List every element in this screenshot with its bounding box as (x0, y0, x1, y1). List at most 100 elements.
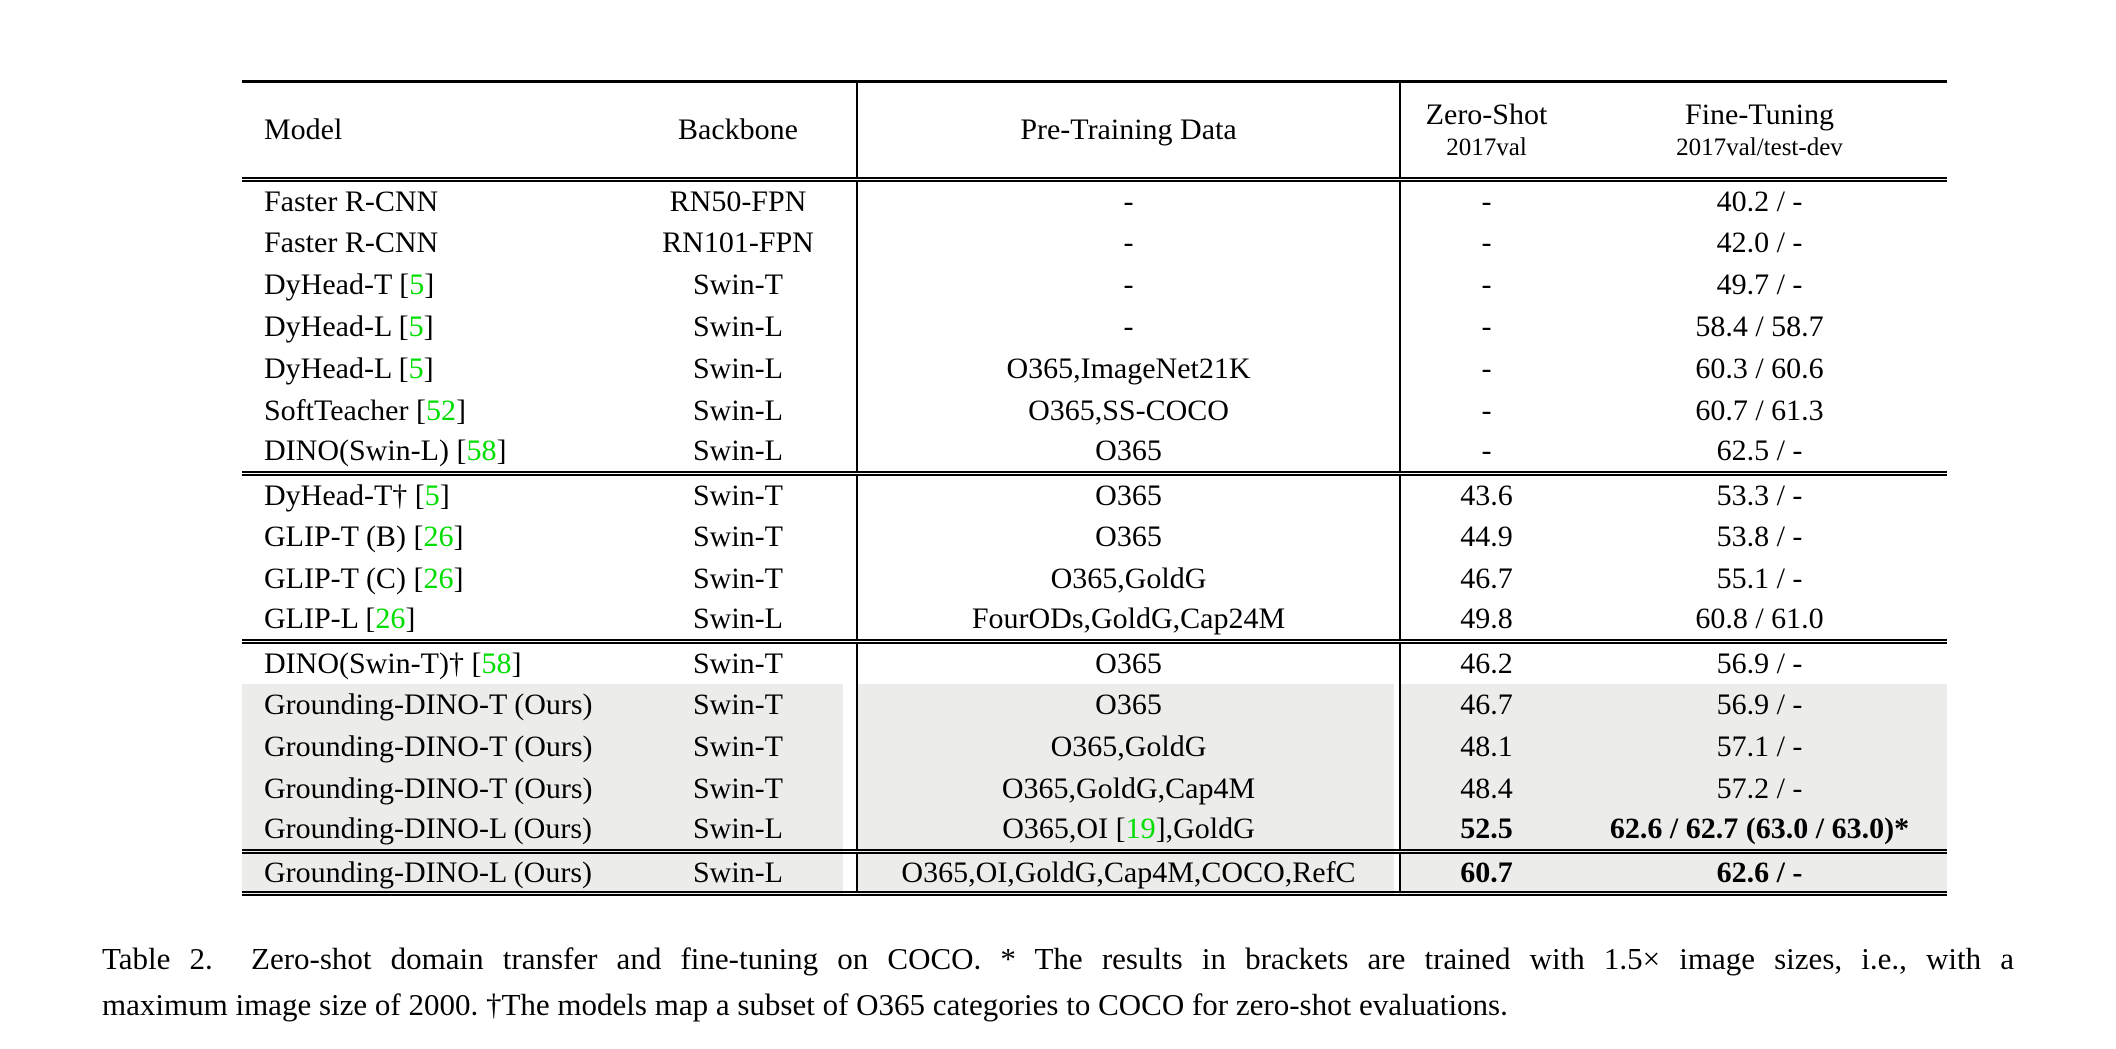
model-cell: DyHead-T [5] (264, 267, 435, 301)
table-row: GLIP-T (B) [26] Swin-T O365 44.9 53.8 / - (242, 515, 1947, 558)
backbone-cell: Swin-T (620, 263, 858, 306)
citation-ref[interactable]: 5 (409, 267, 425, 301)
fine-tuning-value-cell: 60.7 / 61.3 (1695, 393, 1824, 427)
backbone-cell: Swin-T (620, 473, 858, 516)
pretraining-data-cell: O365 (857, 515, 1401, 558)
pretraining-data-cell: O365,OI,GoldG,Cap4M,COCO,RefC (857, 851, 1401, 894)
fine-tuning-value-cell: 62.6 / - (1572, 851, 1947, 894)
pretraining-data-cell: - (857, 263, 1401, 306)
pretraining-data-cell: O365,SS-COCO (857, 389, 1401, 432)
model-cell: DyHead-L [5] (264, 351, 434, 385)
zero-shot-value-cell: - (1481, 267, 1492, 301)
col-header-model-label: Model (264, 113, 343, 146)
citation-ref[interactable]: 5 (408, 351, 424, 385)
col-header-fine-tuning-label: Fine-Tuning (1685, 98, 1834, 131)
citation-ref[interactable]: 58 (481, 646, 512, 680)
backbone-cell: Swin-L (620, 851, 858, 894)
backbone-cell: Swin-T (620, 767, 858, 810)
table-row: Grounding-DINO-L (Ours) Swin-L O365,OI,Gol… (242, 851, 1947, 894)
table-row: Grounding-DINO-T (Ours) Swin-T O365,GoldG 4… (242, 725, 1947, 768)
backbone-cell: RN101-FPN (620, 221, 858, 264)
model-cell: Grounding-DINO-L (Ours) (242, 851, 620, 894)
zero-shot-value-cell: - (1481, 184, 1492, 218)
table-row: Grounding-DINO-T (Ours) Swin-T O365 46.7 56.… (242, 683, 1947, 726)
model-cell: Grounding-DINO-T (Ours) (242, 767, 620, 810)
zero-shot-value-cell: 46.7 (1400, 683, 1572, 726)
backbone-cell: Swin-T (620, 515, 858, 558)
pretraining-data-cell: - (857, 305, 1401, 348)
fine-tuning-value-cell: 58.4 / 58.7 (1695, 309, 1824, 343)
col-header-zero-shot-label: Zero-Shot (1425, 98, 1548, 131)
table-row: DINO(Swin-L) [58] Swin-L O365 - 62.5 / - (242, 431, 1947, 474)
col-header-pretraining-data: Pre-Training Data (857, 81, 1401, 180)
model-cell: DyHead-L [5] (264, 309, 434, 343)
zero-shot-value-cell: 48.1 (1400, 725, 1572, 768)
pretraining-data-cell: O365,GoldG (857, 725, 1401, 768)
table-group-grounding-dino: DINO(Swin-T)† [58] Swin-T O365 46.2 56.9 / -… (242, 641, 1947, 852)
fine-tuning-value-cell: 42.0 / - (1716, 225, 1803, 259)
citation-ref[interactable]: 19 (1125, 812, 1156, 846)
col-header-backbone: Backbone (620, 81, 858, 180)
table-row: DINO(Swin-T)† [58] Swin-T O365 46.2 56.9 / - (242, 641, 1947, 684)
pretraining-data-cell: O365,OI [19],GoldG (857, 809, 1401, 852)
fine-tuning-value-cell: 49.7 / - (1716, 267, 1803, 301)
backbone-cell: Swin-T (620, 641, 858, 684)
model-cell: Grounding-DINO-L (Ours) (242, 809, 620, 852)
backbone-cell: Swin-L (620, 431, 858, 474)
table-row: Grounding-DINO-T (Ours) Swin-T O365,GoldG,… (242, 767, 1947, 810)
backbone-cell: Swin-T (620, 683, 858, 726)
model-cell: Faster R-CNN (264, 225, 439, 259)
zero-shot-value-cell: 49.8 (1460, 602, 1513, 636)
zero-shot-value-cell: - (1481, 309, 1492, 343)
table-row: GLIP-L [26] Swin-L FourODs,GoldG,Cap24M 49.… (242, 599, 1947, 642)
model-cell: DINO(Swin-L) [58] (264, 434, 507, 468)
zero-shot-value-cell: - (1481, 225, 1492, 259)
pretraining-data-cell: O365 (857, 683, 1401, 726)
pretraining-data-cell: O365 (857, 431, 1401, 474)
table-row: SoftTeacher [52] Swin-L O365,SS-COCO - 60.7 … (242, 389, 1947, 432)
col-header-pretraining-label: Pre-Training Data (1020, 113, 1237, 146)
citation-ref[interactable]: 26 (375, 602, 406, 636)
zero-shot-value-cell: 43.6 (1460, 478, 1513, 512)
col-header-backbone-label: Backbone (678, 113, 798, 146)
zero-shot-value-cell: 48.4 (1400, 767, 1572, 810)
model-cell: GLIP-T (C) [26] (264, 561, 464, 595)
fine-tuning-value-cell: 57.1 / - (1572, 725, 1947, 768)
zero-shot-value-cell: - (1481, 393, 1492, 427)
table-group-grounding-dino-full-data: Grounding-DINO-L (Ours) Swin-L O365,OI,Gol… (242, 851, 1947, 894)
table-row: GLIP-T (C) [26] Swin-T O365,GoldG 46.7 55.1 … (242, 557, 1947, 600)
table-header: Model Backbone Pre-Training Data Zero-Sh… (242, 81, 1947, 180)
table-row: Faster R-CNN RN50-FPN - -40.2 / - (242, 179, 1947, 222)
model-cell: Grounding-DINO-T (Ours) (242, 725, 620, 768)
citation-ref[interactable]: 5 (408, 309, 424, 343)
zero-shot-value-cell: 46.2 (1460, 646, 1513, 680)
model-cell: SoftTeacher [52] (264, 393, 466, 427)
table-row: DyHead-T [5] Swin-T - -49.7 / - (242, 263, 1947, 306)
fine-tuning-value-cell: 60.3 / 60.6 (1695, 351, 1824, 385)
col-header-zero-shot: Zero-Shot 2017val (1400, 82, 1572, 180)
pretraining-data-cell: O365 (857, 641, 1401, 684)
model-cell: DINO(Swin-T)† [58] (264, 646, 522, 680)
fine-tuning-value-cell: 55.1 / - (1716, 561, 1803, 595)
model-cell: GLIP-L [26] (264, 602, 416, 636)
zero-shot-value-cell: - (1481, 351, 1492, 385)
table-group-closed-set: Faster R-CNN RN50-FPN - -40.2 / - Faster R-C… (242, 179, 1947, 474)
citation-ref[interactable]: 52 (426, 393, 456, 427)
zero-shot-value-cell: 60.7 (1400, 851, 1572, 894)
fine-tuning-value-cell: 40.2 / - (1716, 184, 1803, 218)
table-group-zero-shot-baselines: DyHead-T† [5] Swin-T O365 43.6 53.3 / - GLIP-… (242, 473, 1947, 642)
fine-tuning-value-cell: 56.9 / - (1572, 683, 1947, 726)
pretraining-data-cell: O365,ImageNet21K (857, 347, 1401, 390)
results-table-wrapper: Model Backbone Pre-Training Data Zero-Sh… (242, 80, 1947, 896)
citation-ref[interactable]: 26 (423, 561, 454, 595)
fine-tuning-value-cell: 62.5 / - (1716, 434, 1803, 468)
citation-ref[interactable]: 5 (424, 478, 440, 512)
citation-ref[interactable]: 58 (466, 434, 497, 468)
backbone-cell: Swin-T (620, 557, 858, 600)
citation-ref[interactable]: 26 (423, 519, 454, 553)
model-cell: GLIP-T (B) [26] (264, 519, 464, 553)
backbone-cell: Swin-T (620, 725, 858, 768)
col-header-zero-shot-sublabel: 2017val (1446, 134, 1527, 161)
fine-tuning-value-cell: 56.9 / - (1716, 646, 1803, 680)
model-cell: Grounding-DINO-T (Ours) (242, 683, 620, 726)
